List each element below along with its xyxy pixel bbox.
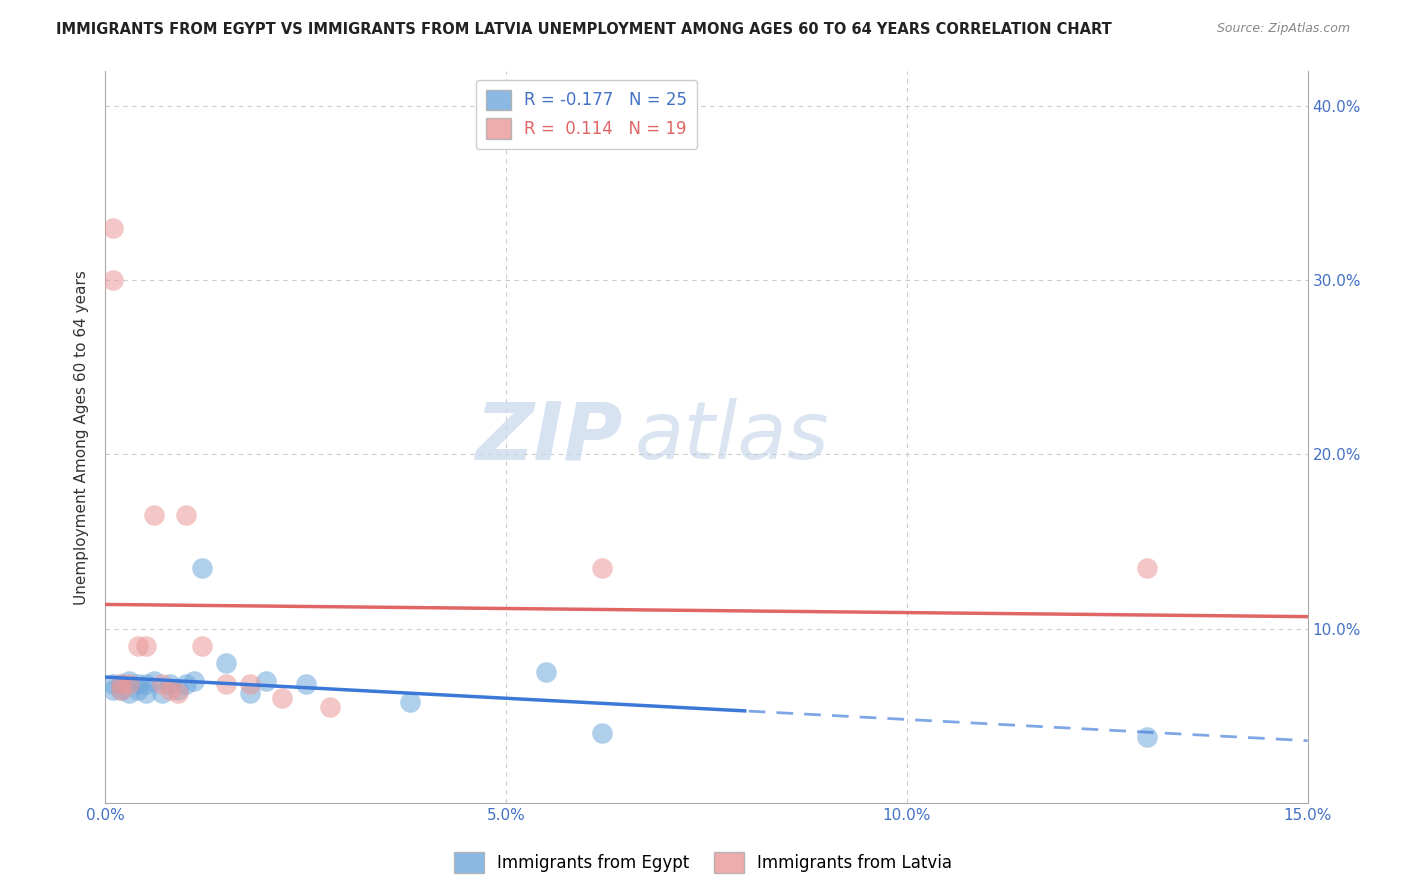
Point (142, 508, 165, 523)
Text: IMMIGRANTS FROM EGYPT VS IMMIGRANTS FROM LATVIA UNEMPLOYMENT AMONG AGES 60 TO 64: IMMIGRANTS FROM EGYPT VS IMMIGRANTS FROM… (56, 22, 1112, 37)
Point (159, 682, 181, 697)
Point (150, 686, 173, 700)
Point (174, 677, 197, 691)
Point (166, 682, 188, 697)
Point (214, 677, 236, 691)
Point (103, 221, 125, 235)
Point (1136, 730, 1159, 744)
Point (319, 700, 342, 714)
Point (183, 673, 205, 688)
Point (142, 673, 165, 688)
Point (295, 677, 318, 691)
Point (110, 677, 132, 691)
Point (103, 273, 125, 287)
Point (159, 677, 181, 691)
Point (254, 673, 277, 688)
Point (110, 682, 132, 697)
Point (270, 691, 292, 706)
Point (174, 508, 197, 523)
Point (150, 677, 173, 691)
Y-axis label: Unemployment Among Ages 60 to 64 years: Unemployment Among Ages 60 to 64 years (75, 269, 90, 605)
Point (190, 639, 212, 653)
Point (534, 665, 557, 680)
Point (118, 673, 141, 688)
Text: atlas: atlas (634, 398, 830, 476)
Legend: Immigrants from Egypt, Immigrants from Latvia: Immigrants from Egypt, Immigrants from L… (447, 846, 959, 880)
Point (110, 677, 132, 691)
Text: ZIP: ZIP (475, 398, 623, 476)
Point (214, 657, 236, 671)
Point (118, 686, 141, 700)
Point (127, 682, 149, 697)
Point (118, 677, 141, 691)
Point (135, 686, 157, 700)
Point (591, 560, 613, 574)
Point (103, 682, 125, 697)
Point (399, 695, 422, 709)
Point (591, 726, 613, 740)
Point (103, 677, 125, 691)
Text: Source: ZipAtlas.com: Source: ZipAtlas.com (1216, 22, 1350, 36)
Legend: R = -0.177   N = 25, R =  0.114   N = 19: R = -0.177 N = 25, R = 0.114 N = 19 (475, 79, 697, 149)
Point (127, 639, 149, 653)
Point (190, 560, 212, 574)
Point (166, 686, 188, 700)
Point (239, 686, 262, 700)
Point (1136, 560, 1159, 574)
Point (110, 682, 132, 697)
Point (239, 677, 262, 691)
Point (127, 677, 149, 691)
Point (135, 639, 157, 653)
Point (135, 677, 157, 691)
